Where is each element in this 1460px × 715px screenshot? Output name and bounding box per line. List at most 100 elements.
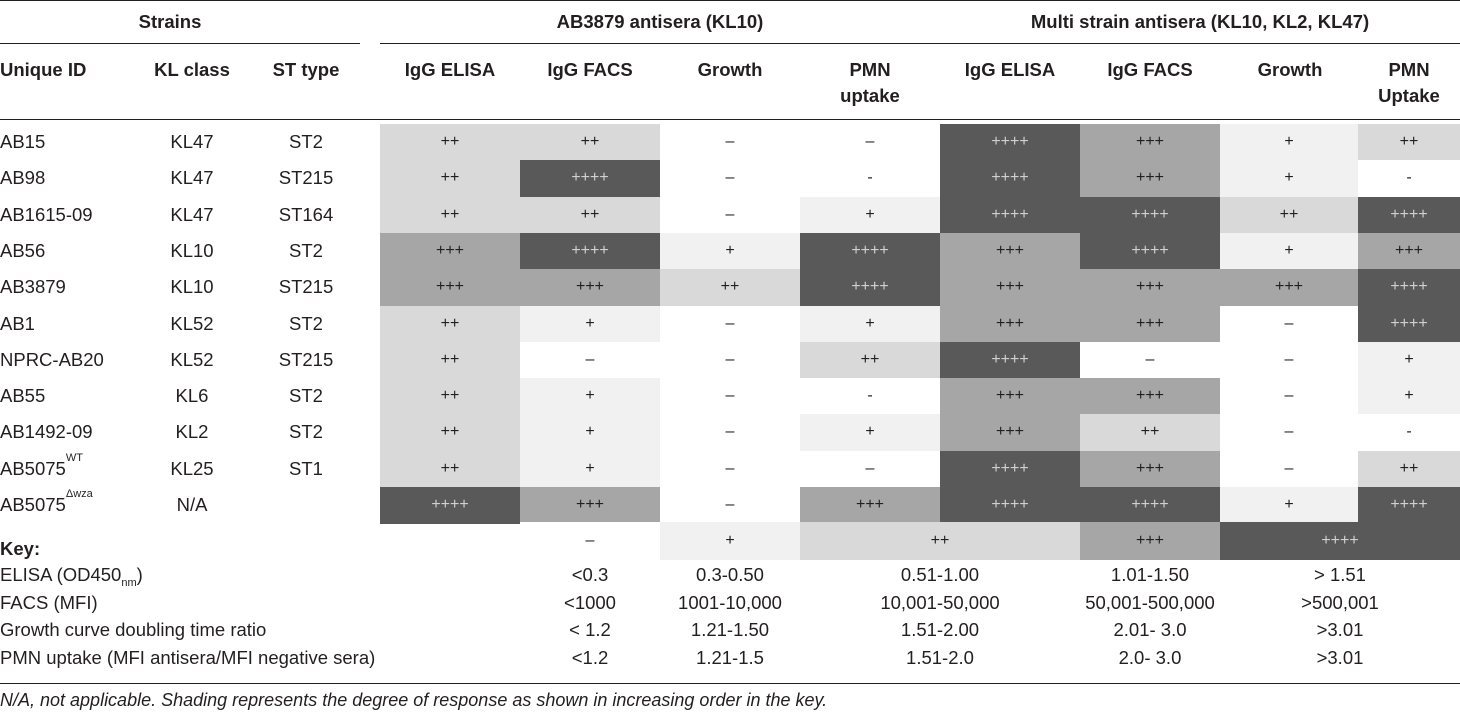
key-row-value: 2.0- 3.0 <box>1118 646 1182 668</box>
col-header-unique-id: Unique ID <box>0 59 87 80</box>
col-header-igg-facs-a: IgG FACS <box>547 59 633 80</box>
row-unique-id: AB56 <box>0 233 45 269</box>
cell-igg-facs-a: + <box>520 378 660 415</box>
key-row-value: 0.3-0.50 <box>696 564 764 585</box>
col-header-pmn-a-line2: uptake <box>840 85 900 106</box>
row-st-type: ST215 <box>278 276 334 298</box>
cell-igg-facs-b: +++ <box>1080 269 1220 306</box>
cell-growth-a: ++ <box>660 269 800 306</box>
row-unique-id-text: AB56 <box>0 239 46 261</box>
row-kl-class: KL25 <box>170 457 214 479</box>
key-level-0: – <box>520 522 660 560</box>
key-row-value: 1.21-1.50 <box>690 619 770 640</box>
cell-growth-a: – <box>660 450 800 488</box>
row-st-type: ST1 <box>289 457 323 479</box>
key-row-label-text: ELISA (OD450 <box>0 564 122 585</box>
col-header-pmn-b-line2: Uptake <box>1378 85 1440 106</box>
row-st-type <box>256 487 356 523</box>
key-level-1: + <box>660 522 800 560</box>
key-row-value: >3.01 <box>1316 619 1364 640</box>
cell-igg-facs-a: ++ <box>520 196 660 234</box>
col-header-st-type: ST type <box>272 59 340 80</box>
cell-growth-a: – <box>660 341 800 379</box>
key-row-value: < 1.2 <box>569 619 611 640</box>
cell-igg-facs-a: ++ <box>520 124 660 161</box>
key-row-value: 10,001-50,000 <box>880 591 1000 613</box>
row-unique-id: AB1492-09 <box>0 414 93 450</box>
key-row-label-text: FACS (MFI) <box>0 591 98 613</box>
cell-pmn-b: ++ <box>1358 124 1460 161</box>
key-row-value: 1.21-1.5 <box>696 646 764 668</box>
cell-growth-b: ++ <box>1220 196 1358 234</box>
cell-pmn-b: - <box>1358 160 1460 198</box>
key-row-value: 50,001-500,000 <box>1085 591 1215 613</box>
cell-igg-elisa-a: ++ <box>380 196 520 234</box>
cell-growth-b: – <box>1220 414 1358 452</box>
cell-growth-b: – <box>1220 450 1358 488</box>
key-row-label-sub: nm <box>121 577 137 589</box>
cell-igg-facs-a: + <box>520 305 660 343</box>
row-unique-id-text: AB5075 <box>0 494 66 515</box>
row-st-type: ST2 <box>289 385 323 407</box>
cell-growth-b: – <box>1220 378 1358 415</box>
cell-pmn-b: - <box>1358 414 1460 452</box>
cell-pmn-b: + <box>1358 378 1460 415</box>
row-unique-id-sup: Δwza <box>65 488 93 500</box>
key-row-value: 1.51-2.00 <box>900 619 980 640</box>
cell-pmn-a: - <box>800 378 940 415</box>
header-rule <box>0 119 1460 120</box>
key-title: Key: <box>0 538 41 559</box>
row-unique-id: AB1615-09 <box>0 197 93 233</box>
group-header-strains: Strains <box>138 11 202 32</box>
cell-pmn-b: + <box>1358 341 1460 379</box>
cell-pmn-a: +++ <box>800 487 940 524</box>
row-st-type: ST215 <box>278 167 334 189</box>
group-header-ab3879: AB3879 antisera (KL10) <box>556 11 764 32</box>
row-unique-id-text: AB1 <box>0 312 35 334</box>
cell-growth-b: – <box>1220 341 1358 379</box>
cell-growth-b: + <box>1220 487 1358 524</box>
cell-igg-elisa-b: +++ <box>940 269 1080 306</box>
cell-igg-elisa-b: +++ <box>940 305 1080 343</box>
cell-igg-elisa-b: ++++ <box>940 196 1080 234</box>
cell-igg-facs-a: – <box>520 341 660 379</box>
cell-igg-facs-b: +++ <box>1080 378 1220 415</box>
key-level-2: ++ <box>800 522 1080 560</box>
cell-igg-elisa-b: +++ <box>940 232 1080 270</box>
top-rule <box>0 0 1460 1</box>
cell-growth-a: – <box>660 305 800 343</box>
row-kl-class: KL6 <box>175 385 209 407</box>
key-row-value: 0.51-1.00 <box>900 564 980 585</box>
cell-growth-b: + <box>1220 232 1358 270</box>
cell-igg-elisa-b: +++ <box>940 378 1080 415</box>
cell-igg-facs-b: ++++ <box>1080 487 1220 524</box>
key-row-value: >3.01 <box>1316 646 1364 668</box>
cell-igg-elisa-a: ++ <box>380 414 520 452</box>
cell-igg-facs-a: ++++ <box>520 160 660 198</box>
cell-growth-a: – <box>660 160 800 198</box>
row-st-type: ST215 <box>278 348 334 370</box>
strains-underline <box>0 43 360 44</box>
cell-igg-elisa-a: ++ <box>380 450 520 488</box>
cell-igg-elisa-b: ++++ <box>940 341 1080 379</box>
cell-igg-facs-b: – <box>1080 341 1220 379</box>
cell-pmn-a: + <box>800 196 940 234</box>
cell-pmn-a: – <box>800 450 940 488</box>
row-st-type: ST2 <box>289 312 323 334</box>
key-row-value: > 1.51 <box>1314 564 1366 585</box>
row-kl-class: KL52 <box>170 312 214 334</box>
col-header-pmn-a: PMN <box>849 59 891 80</box>
cell-igg-elisa-a: ++ <box>380 378 520 415</box>
cell-pmn-b: ++++ <box>1358 269 1460 306</box>
cell-igg-facs-a: +++ <box>520 487 660 524</box>
col-header-igg-elisa-b: IgG ELISA <box>964 59 1056 80</box>
key-row-label: FACS (MFI) <box>0 589 98 617</box>
cell-pmn-b: ++++ <box>1358 487 1460 524</box>
cell-igg-elisa-b: ++++ <box>940 487 1080 524</box>
cell-igg-facs-a: +++ <box>520 269 660 306</box>
cell-growth-a: – <box>660 378 800 415</box>
row-unique-id-text: AB15 <box>0 131 46 152</box>
multi-underline <box>940 43 1460 44</box>
row-unique-id-text: AB3879 <box>0 276 66 298</box>
cell-pmn-a: ++++ <box>800 232 940 270</box>
